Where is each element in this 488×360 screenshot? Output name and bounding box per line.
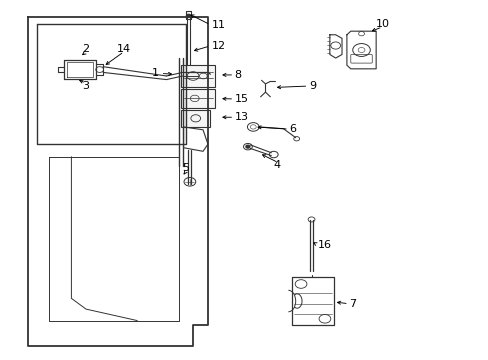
- Text: 3: 3: [82, 81, 89, 91]
- Text: 8: 8: [234, 70, 242, 80]
- Text: 6: 6: [289, 124, 296, 134]
- Text: 13: 13: [234, 112, 248, 122]
- Text: 1: 1: [152, 68, 159, 78]
- Text: 5: 5: [182, 163, 189, 173]
- FancyBboxPatch shape: [181, 89, 215, 108]
- Text: 4: 4: [273, 160, 280, 170]
- FancyBboxPatch shape: [181, 110, 210, 127]
- Circle shape: [245, 145, 249, 148]
- Text: 12: 12: [211, 41, 225, 51]
- Text: 14: 14: [117, 44, 131, 54]
- Text: 7: 7: [348, 299, 356, 309]
- Text: 10: 10: [375, 19, 389, 29]
- Text: 15: 15: [234, 94, 248, 104]
- Text: 11: 11: [211, 20, 225, 30]
- Text: 16: 16: [317, 239, 331, 249]
- Text: 9: 9: [308, 81, 315, 91]
- FancyBboxPatch shape: [181, 65, 215, 87]
- Circle shape: [186, 14, 190, 17]
- Text: 2: 2: [82, 44, 89, 54]
